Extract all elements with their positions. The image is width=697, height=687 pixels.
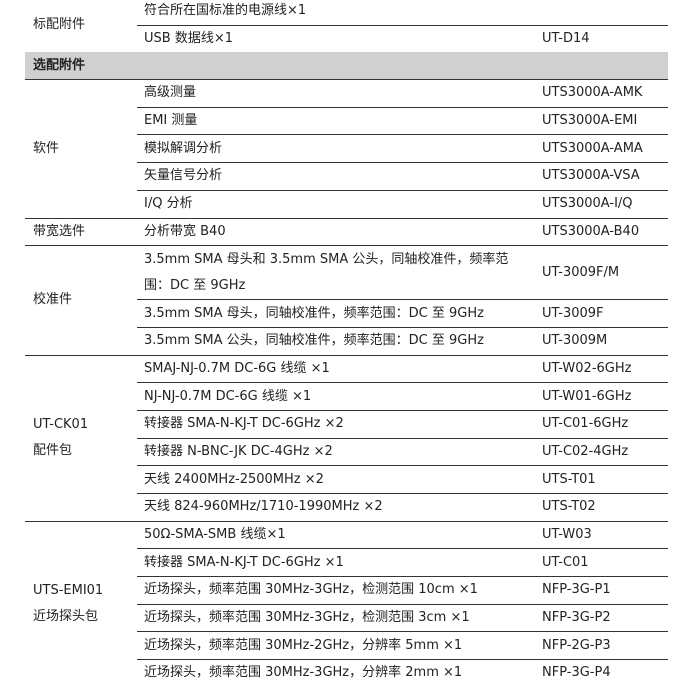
- item-model: UTS3000A-VSA: [537, 162, 668, 191]
- item-model: UT-3009M: [537, 326, 668, 356]
- group-name: 标配附件: [33, 17, 86, 33]
- group-name: 软件: [25, 79, 137, 218]
- item-description: USB 数据线×1: [137, 24, 537, 53]
- item-description: 近场探头，频率范围 30MHz-2GHz，分辨率 5mm ×1: [137, 631, 537, 660]
- item-model: UTS-T02: [537, 493, 668, 522]
- item-description: 模拟解调分析: [137, 134, 537, 163]
- item-description: 高级测量: [137, 79, 537, 108]
- item-description: SMAJ-NJ-0.7M DC-6G 线缆 ×1: [137, 354, 537, 383]
- item-model: UT-D14: [537, 24, 668, 53]
- table-row: 转接器 SMA-N-KJ-T DC-6GHz ×2 UT-C01-6GHz: [25, 409, 668, 439]
- item-model: UT-C01-6GHz: [537, 409, 668, 439]
- table-row: 矢量信号分析 UTS3000A-VSA: [25, 162, 668, 191]
- table-row: 带宽选件 分析带宽 B40 UTS3000A-B40: [25, 217, 668, 246]
- item-model: UT-W03: [537, 520, 668, 549]
- table-row: 近场探头，频率范围 30MHz-2GHz，分辨率 5mm ×1 NFP-2G-P3: [25, 631, 668, 660]
- table-row: 近场探头，频率范围 30MHz-3GHz，检测范围 3cm ×1 NFP-3G-P…: [25, 603, 668, 632]
- section-header: 选配附件: [25, 52, 668, 80]
- item-model: UTS3000A-AMA: [537, 134, 668, 163]
- item-description: 50Ω-SMA-SMB 线缆×1: [137, 520, 537, 549]
- item-model: UTS3000A-B40: [537, 217, 668, 246]
- table-row: NJ-NJ-0.7M DC-6G 线缆 ×1 UT-W01-6GHz: [25, 382, 668, 411]
- accessories-table: 标配附件 符合所在国标准的电源线×1 USB 数据线×1 UT-D14 选配附件 软件 高级…: [25, 0, 668, 687]
- item-model: UT-C01: [537, 548, 668, 577]
- table-row: UTS-EMI01 近场探头包 50Ω-SMA-SMB 线缆×1 UT-W03: [25, 520, 668, 687]
- item-description: I/Q 分析: [137, 189, 537, 218]
- table-row: USB 数据线×1 UT-D14: [25, 24, 668, 53]
- table-row: 3.5mm SMA 公头，同轴校准件，频率范围：DC 至 9GHz UT-3009…: [25, 326, 668, 356]
- table-row: 标配附件 符合所在国标准的电源线×1: [25, 0, 668, 32]
- table-row: 3.5mm SMA 母头，同轴校准件，频率范围：DC 至 9GHz UT-3009…: [25, 299, 668, 328]
- table-row: 近场探头，频率范围 30MHz-3GHz，检测范围 10cm ×1 NFP-3G-…: [25, 576, 668, 605]
- item-model: UT-3009F/M: [537, 245, 668, 300]
- item-description: EMI 测量: [137, 106, 537, 135]
- item-model: NFP-3G-P2: [537, 603, 668, 632]
- item-model: UTS3000A-EMI: [537, 106, 668, 135]
- item-description: 3.5mm SMA 母头，同轴校准件，频率范围：DC 至 9GHz: [137, 299, 537, 328]
- table-row: 软件 高级测量 UTS3000A-AMK: [25, 79, 668, 218]
- group-name: UTS-EMI01 近场探头包: [25, 520, 137, 687]
- item-model: UT-W02-6GHz: [537, 354, 668, 383]
- table-row: 转接器 SMA-N-KJ-T DC-6GHz ×1 UT-C01: [25, 548, 668, 577]
- item-description: 符合所在国标准的电源线×1: [144, 3, 307, 19]
- table-row: 天线 2400MHz-2500MHz ×2 UTS-T01: [25, 465, 668, 494]
- section-title: 选配附件: [25, 52, 668, 80]
- table-row: 模拟解调分析 UTS3000A-AMA: [25, 134, 668, 163]
- item-model: NFP-2G-P3: [537, 631, 668, 660]
- item-description: NJ-NJ-0.7M DC-6G 线缆 ×1: [137, 382, 537, 411]
- item-description: 近场探头，频率范围 30MHz-3GHz，分辨率 2mm ×1: [137, 659, 537, 687]
- item-model: UTS-T01: [537, 465, 668, 494]
- item-description: 转接器 SMA-N-KJ-T DC-6GHz ×2: [137, 409, 537, 439]
- table-row: EMI 测量 UTS3000A-EMI: [25, 106, 668, 135]
- item-description: 天线 824-960MHz/1710-1990MHz ×2: [137, 493, 537, 522]
- item-model: UTS3000A-I/Q: [537, 189, 668, 218]
- item-description: 3.5mm SMA 公头，同轴校准件，频率范围：DC 至 9GHz: [137, 326, 537, 356]
- item-model: UT-3009F: [537, 299, 668, 328]
- item-description: 近场探头，频率范围 30MHz-3GHz，检测范围 10cm ×1: [137, 576, 537, 605]
- item-description: 转接器 N-BNC-JK DC-4GHz ×2: [137, 437, 537, 466]
- item-description: 分析带宽 B40: [137, 217, 537, 246]
- item-description: 3.5mm SMA 母头和 3.5mm SMA 公头，同轴校准件，频率范围：DC…: [137, 245, 537, 300]
- item-description: 近场探头，频率范围 30MHz-3GHz，检测范围 3cm ×1: [137, 603, 537, 632]
- item-description: 天线 2400MHz-2500MHz ×2: [137, 465, 537, 494]
- item-model: UT-W01-6GHz: [537, 382, 668, 411]
- item-model: NFP-3G-P4: [537, 659, 668, 687]
- table-row: 天线 824-960MHz/1710-1990MHz ×2 UTS-T02: [25, 493, 668, 522]
- item-model: NFP-3G-P1: [537, 576, 668, 605]
- item-model: [537, 0, 668, 25]
- item-model: UT-C02-4GHz: [537, 437, 668, 466]
- item-model: UTS3000A-AMK: [537, 79, 668, 108]
- item-description: 矢量信号分析: [137, 162, 537, 191]
- group-name: 带宽选件: [25, 217, 137, 246]
- item-description: 转接器 SMA-N-KJ-T DC-6GHz ×1: [137, 548, 537, 577]
- group-name: UT-CK01 配件包: [25, 354, 137, 522]
- table-row: I/Q 分析 UTS3000A-I/Q: [25, 189, 668, 218]
- table-row: 转接器 N-BNC-JK DC-4GHz ×2 UT-C02-4GHz: [25, 437, 668, 466]
- table-row: UT-CK01 配件包 SMAJ-NJ-0.7M DC-6G 线缆 ×1 UT-W0…: [25, 354, 668, 522]
- table-row: 校准件 3.5mm SMA 母头和 3.5mm SMA 公头，同轴校准件，频率范围…: [25, 245, 668, 356]
- group-name: 校准件: [25, 245, 137, 356]
